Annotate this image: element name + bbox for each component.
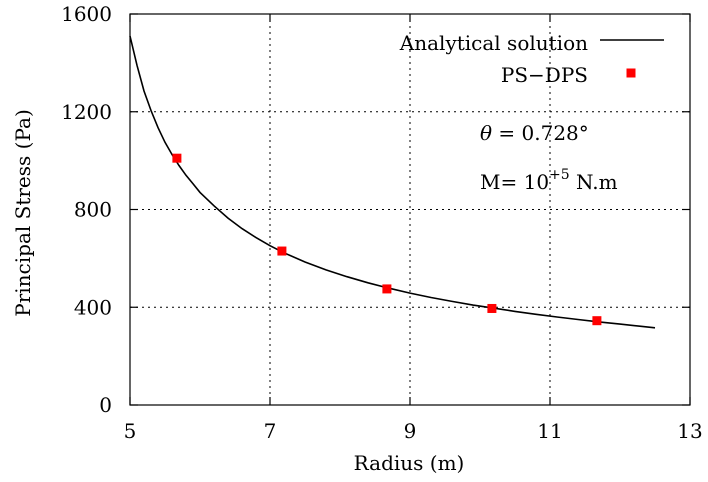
- ps-dps-point-4: [487, 303, 497, 313]
- x-tick-label-2: 9: [404, 419, 417, 443]
- legend-marker-ps-dps: [626, 68, 636, 78]
- theta-annotation: θ = 0.728°: [480, 121, 589, 145]
- grid-lines: [130, 14, 690, 405]
- moment-prefix: M= 10: [480, 170, 549, 194]
- y-tick-label-1: 400: [74, 295, 112, 319]
- ps-dps-point-2: [277, 246, 287, 256]
- axis-ticks: 5 7 9 11 13 0 400 800 1200 1600: [61, 2, 703, 443]
- y-tick-label-2: 800: [74, 198, 112, 222]
- moment-exponent: +5: [549, 167, 570, 183]
- x-tick-label-1: 7: [264, 419, 277, 443]
- moment-annotation: M= 10+5 N.m: [480, 167, 618, 194]
- y-axis-label: Principal Stress (Pa): [11, 109, 35, 316]
- y-tick-label-3: 1200: [61, 100, 112, 124]
- series-layer: [129, 35, 656, 329]
- y-tick-label-0: 0: [99, 393, 112, 417]
- theta-symbol: θ: [480, 121, 492, 145]
- moment-suffix: N.m: [570, 170, 618, 194]
- ps-dps-point-1: [172, 153, 182, 163]
- x-tick-label-3: 11: [537, 419, 562, 443]
- legend: Analytical solution PS−DPS: [399, 31, 664, 87]
- y-tick-label-4: 1600: [61, 2, 112, 26]
- x-tick-label-4: 13: [677, 419, 702, 443]
- ps-dps-point-5: [592, 316, 602, 326]
- series-line-analytical: [129, 35, 656, 329]
- ps-dps-point-3: [382, 284, 392, 294]
- legend-label-analytical: Analytical solution: [399, 31, 588, 55]
- x-tick-label-0: 5: [124, 419, 137, 443]
- theta-value: = 0.728°: [492, 121, 589, 145]
- legend-label-ps-dps: PS−DPS: [501, 63, 588, 87]
- x-axis-label: Radius (m): [354, 451, 465, 475]
